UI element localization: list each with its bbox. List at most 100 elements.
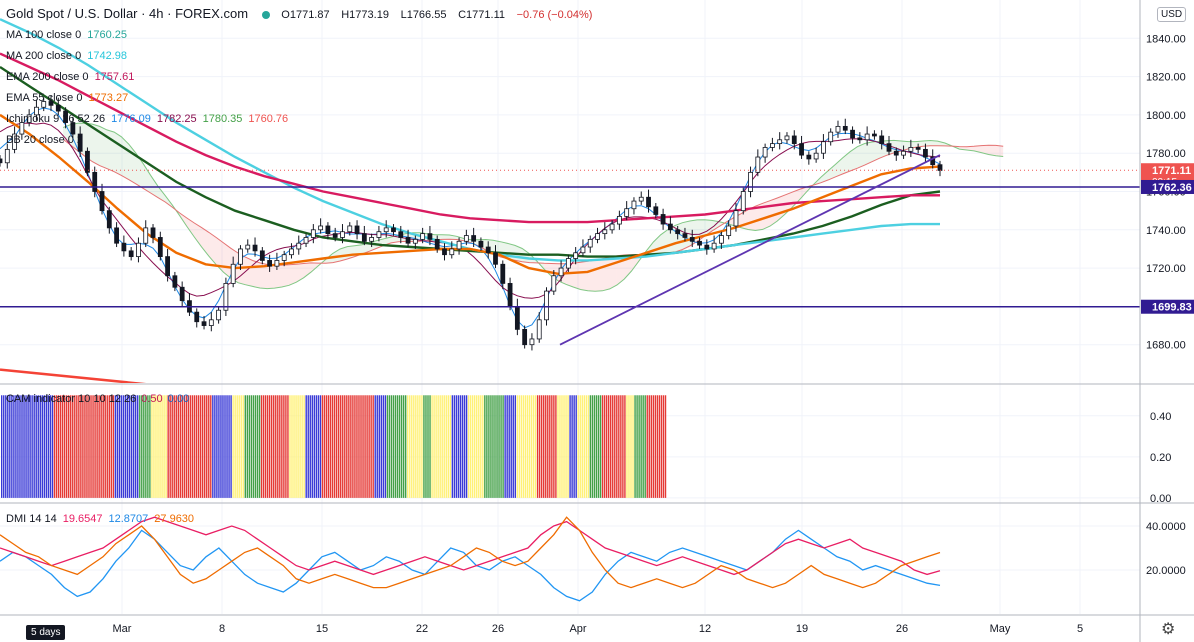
cam-bar [494,395,496,498]
candle [558,267,564,277]
ichimoku-cloud [915,140,923,148]
cam-bar [234,395,236,498]
cam-bar [86,395,88,498]
indicator-legend-row[interactable]: Ichimoku 9 26 52 26 1776.09 1782.25 1780.35… [6,112,288,126]
cam-bar [557,395,559,498]
cam-bar [13,395,15,498]
cam-bar [587,395,590,498]
symbol-header[interactable]: Gold Spot / U.S. Dollar · 4h · FOREX.com… [6,6,592,21]
price-tick-label: 1800.00 [1146,110,1186,122]
cam-bar [447,395,449,498]
cam-bar [504,395,506,498]
gear-icon[interactable]: ⚙ [1161,621,1176,638]
candle [689,237,695,242]
cam-bar [459,395,462,498]
candle [0,158,3,164]
ichimoku-cloud [587,260,596,292]
ichimoku-cloud [675,222,683,252]
cam-bar [214,395,216,498]
cam-pane[interactable] [1,395,667,498]
ohlc-low: L1766.55 [400,9,447,21]
indicator-value: 1760.76 [248,113,289,125]
ichimoku-cloud [143,163,151,193]
cam-bar [350,395,352,498]
cam-bar [480,395,482,498]
candle [937,164,943,171]
cam-bar [153,395,155,498]
cam-bar [451,395,454,498]
cam-bar [193,395,196,498]
dmi-pane[interactable] [0,516,941,602]
cam-bar [303,395,305,498]
time-axis[interactable]: Mar 8 15 22 26 Apr 12 19 26 May 5 [113,623,1084,635]
cam-bar [132,395,135,498]
dmi-legend-part: 19.6547 [63,513,103,525]
candle [886,143,892,152]
cam-bar [61,395,64,498]
candle [799,143,804,156]
cam-bar [297,395,299,498]
currency-label[interactable]: USD [1157,7,1187,22]
cam-bar [616,395,618,498]
cam-bar [565,395,567,498]
cam-bar [398,395,401,498]
time-tick-label: 22 [416,623,428,635]
candle [791,135,797,145]
cam-bar [23,395,25,498]
symbol-title[interactable]: Gold Spot / U.S. Dollar · 4h · FOREX.com [6,6,249,21]
indicator-legend-row[interactable]: MA 200 close 0 1742.98 [6,49,127,63]
cam-bar [362,395,364,498]
candle [238,248,243,265]
ichimoku-cloud [136,153,144,189]
dmi-line-2 [0,516,941,589]
candle [369,237,375,242]
candle [587,238,593,248]
cam-bar [607,395,610,498]
cam-bar [305,395,307,498]
price-pane[interactable] [0,18,1140,412]
cam-bar [563,395,565,498]
ichimoku-cloud [281,264,290,287]
cam-bar [366,395,368,498]
cam-bar [134,395,137,498]
cam-bar [364,395,366,498]
cam-bar [396,395,399,498]
cam-bar [78,395,80,498]
candle [172,275,178,288]
timeframe-button[interactable]: 5 days [26,625,66,640]
candle [420,233,426,240]
cam-bar [581,395,583,498]
cam-bar [17,395,19,498]
ichimoku-cloud [922,140,931,147]
cam-bar [250,395,253,498]
cam-bar [644,395,646,498]
candle [179,286,185,302]
ichimoku-cloud [667,225,676,254]
cam-bar [291,395,293,498]
cam-bar [331,395,334,498]
ichimoku-cloud [988,145,996,156]
ichimoku-cloud [92,124,100,166]
ichimoku-cloud [850,146,858,172]
cam-bar [185,395,188,498]
candle [493,252,498,265]
indicator-legend-row[interactable]: EMA 200 close 0 1757.61 [6,70,134,84]
candle [398,231,404,238]
cam-bar [319,395,322,498]
indicator-value: 1773.27 [88,92,129,104]
ohlc-close: C1771.11 [458,9,505,21]
candle [208,319,214,326]
ichimoku-cloud [289,264,297,286]
candle [34,106,39,116]
indicator-legend-row[interactable]: BB 20 close 0 2 [6,133,83,147]
candle [616,215,622,225]
ma-line-1 [0,18,940,262]
indicator-legend-row[interactable]: MA 100 close 0 1760.25 [6,28,127,42]
indicator-legend-row[interactable]: EMA 55 close 0 1773.27 [6,91,128,105]
cam-bar [551,395,553,498]
candle [340,231,345,238]
cam-bar [427,395,429,498]
cam-bar [478,395,480,498]
